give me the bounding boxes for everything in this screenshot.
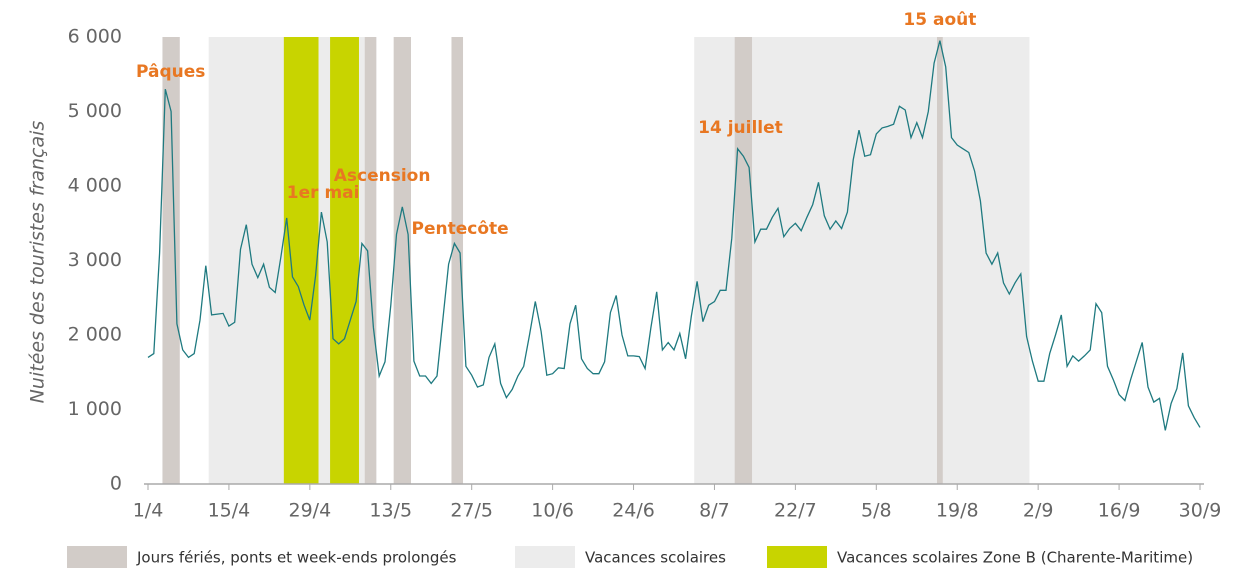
band — [734, 37, 753, 484]
band — [330, 37, 359, 484]
y-tick-label: 1 000 — [68, 398, 122, 420]
x-tick-label: 27/5 — [450, 500, 493, 522]
legend-swatch — [67, 546, 127, 568]
y-tick-label: 4 000 — [68, 175, 122, 197]
legend-swatch — [515, 546, 575, 568]
band — [451, 37, 464, 484]
line — [147, 40, 1201, 431]
annotation: 14 juillet — [698, 118, 783, 138]
annotation: Pâques — [136, 62, 205, 82]
legend-label: Vacances scolaires — [585, 549, 726, 567]
x-tick-label: 1/4 — [133, 500, 164, 522]
x-tick-label: 13/5 — [369, 500, 412, 522]
y-axis-label: Nuitées des touristes français — [27, 121, 49, 404]
legend-label: Vacances scolaires Zone B (Charente-Mari… — [837, 549, 1193, 567]
legend-swatch — [767, 546, 827, 568]
y-tick-label: 3 000 — [68, 249, 122, 271]
band — [393, 37, 411, 484]
y-tick-label: 0 — [110, 473, 122, 495]
x-tick-label: 10/6 — [531, 500, 574, 522]
x-tick-label: 15/4 — [208, 500, 251, 522]
band — [283, 37, 319, 484]
band — [162, 37, 180, 484]
annotation: 15 août — [903, 10, 976, 30]
annotation: Ascension — [334, 166, 431, 186]
y-tick-label: 6 000 — [68, 26, 122, 48]
annotation: 1er mai — [287, 183, 360, 203]
x-tick-label: 16/9 — [1098, 500, 1141, 522]
x-tick-label: 24/6 — [612, 500, 655, 522]
band — [937, 37, 943, 484]
x-tick-label: 30/9 — [1179, 500, 1222, 522]
x-tick-label: 22/7 — [774, 500, 817, 522]
y-tick-label: 5 000 — [68, 100, 122, 122]
legend-label: Jours fériés, ponts et week-ends prolong… — [136, 549, 457, 567]
x-tick-label: 29/4 — [289, 500, 332, 522]
x-tick-label: 2/9 — [1023, 500, 1054, 522]
x-tick-label: 19/8 — [936, 500, 979, 522]
annotation: Pentecôte — [412, 219, 509, 239]
x-tick-label: 5/8 — [861, 500, 892, 522]
x-tick-label: 8/7 — [699, 500, 730, 522]
y-tick-label: 2 000 — [68, 324, 122, 346]
band — [364, 37, 377, 484]
